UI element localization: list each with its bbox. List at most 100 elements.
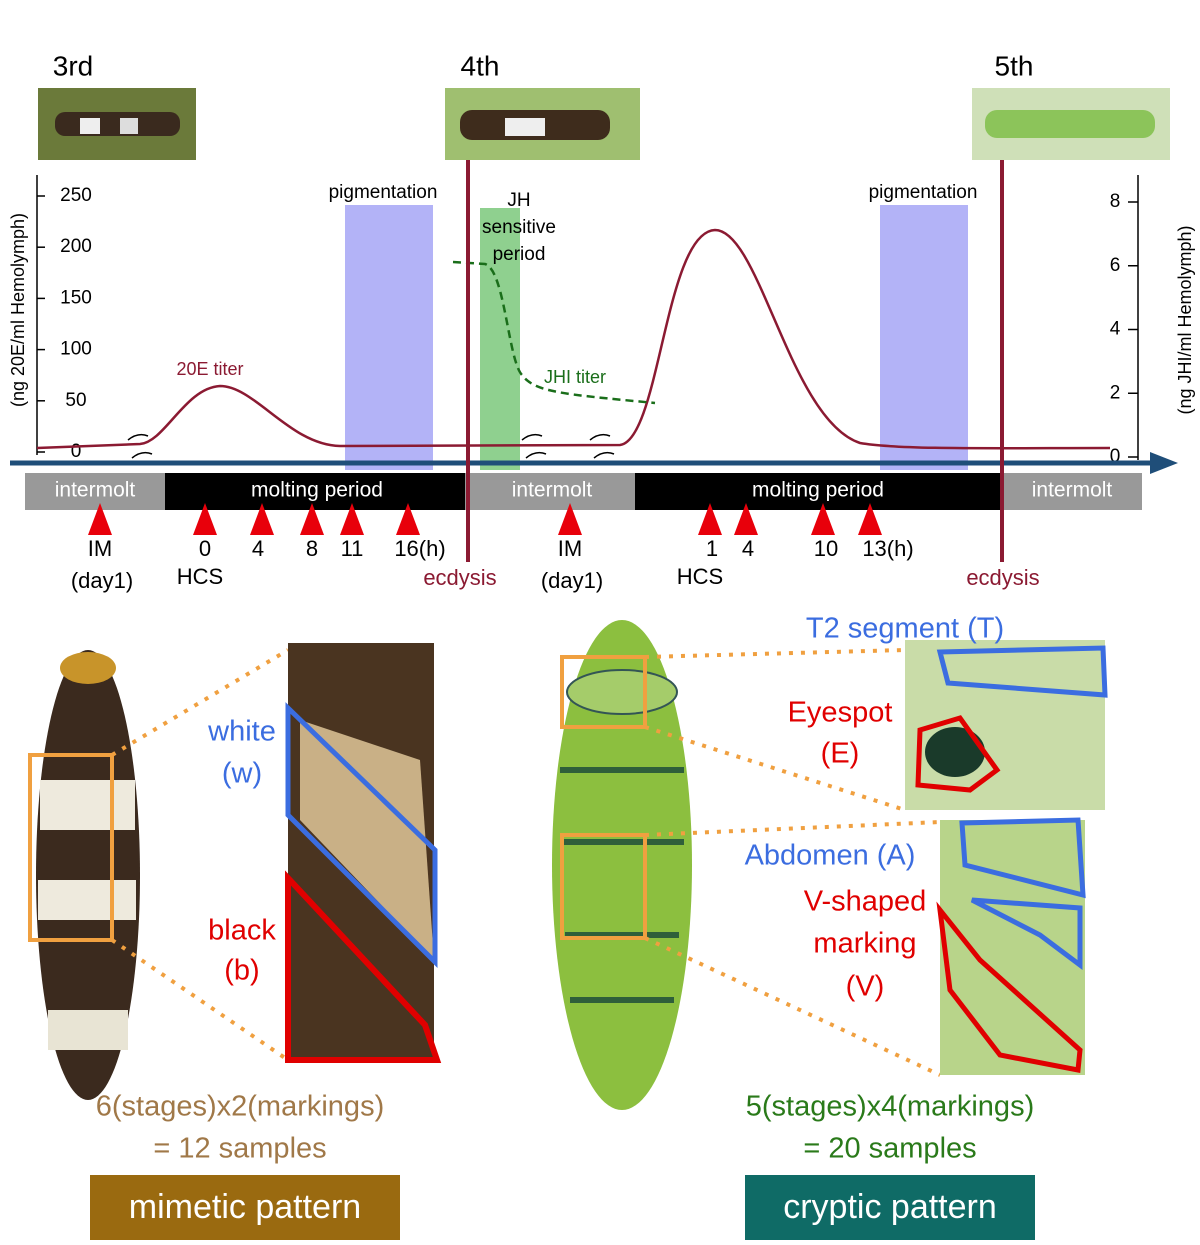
- period-label: pigmentation: [869, 182, 978, 203]
- right-axis-label: (ng JHI/ml Hemolymph): [1175, 225, 1195, 414]
- period-label: sensitive: [482, 217, 556, 238]
- timeline-segment: [465, 473, 635, 510]
- marking-label: white: [207, 716, 276, 748]
- timepoint-label: HCS: [177, 564, 223, 589]
- timeline-segment: [165, 473, 465, 510]
- timeline-label: molting period: [251, 479, 383, 502]
- y2-tick-label: 4: [1110, 319, 1121, 340]
- timepoint-marker: [88, 503, 112, 535]
- y-tick-label: 150: [60, 287, 92, 308]
- timepoint-marker: [811, 503, 835, 535]
- sample-count: = 20 samples: [803, 1133, 976, 1165]
- timepoint-label: 8: [306, 536, 318, 561]
- white-region: [285, 702, 438, 969]
- timepoint-label: 4: [252, 536, 264, 561]
- y-tick-label: 100: [60, 339, 92, 360]
- left-axis-label: (ng 20E/ml Hemolymph): [8, 213, 28, 407]
- timepoint-marker: [300, 503, 324, 535]
- timeline-label: intermolt: [512, 479, 593, 502]
- y2-tick-label: 0: [1110, 446, 1121, 467]
- timepoint-label: HCS: [677, 564, 723, 589]
- cryptic-larva: [552, 620, 692, 1110]
- marking-label: T2 segment (T): [806, 613, 1004, 645]
- pigmentation-period: [880, 205, 968, 470]
- timepoint-marker: [340, 503, 364, 535]
- stage-photos: [38, 88, 1170, 160]
- period-label: JH: [507, 190, 530, 211]
- timepoint-label: (day1): [541, 568, 603, 593]
- timepoint-label: ecdysis: [423, 565, 496, 590]
- stage-label: 5th: [995, 50, 1034, 81]
- mimetic-title-box: [90, 1175, 400, 1240]
- pattern-title: cryptic pattern: [783, 1188, 997, 1226]
- marking-label: Abdomen (A): [745, 840, 916, 872]
- thoracic-region: [936, 645, 1108, 698]
- timepoint-marker: [858, 503, 882, 535]
- timeline-segment: [1000, 473, 1142, 510]
- ticks: 0 50 100 150 200 250 0 2 4 6 8: [37, 185, 1138, 467]
- stage-label: 3rd: [53, 50, 93, 81]
- 20e-curve: [36, 228, 1111, 450]
- abdomen-region: [959, 817, 1086, 899]
- marking-label: (b): [224, 955, 259, 987]
- zoom-box: [28, 753, 114, 942]
- jh-sensitive-period: [480, 208, 520, 470]
- timepoint-marker: [698, 503, 722, 535]
- timepoint-marker: [734, 503, 758, 535]
- timeline-label: intermolt: [55, 479, 136, 502]
- timepoint-marker: [250, 503, 274, 535]
- y-tick-label: 200: [60, 236, 92, 257]
- timeline-label: molting period: [752, 479, 884, 502]
- marking-label: marking: [813, 928, 916, 960]
- abdomen-region: [970, 897, 1083, 970]
- marking-label: (V): [846, 971, 885, 1003]
- curve-label: JHI titer: [544, 367, 606, 387]
- jhi-curve: [452, 260, 656, 405]
- axis-breaks: [127, 433, 615, 459]
- sample-count: 5(stages)x4(markings): [746, 1091, 1034, 1123]
- curve-label: 20E titer: [176, 359, 243, 379]
- timepoint-label: 4: [742, 536, 754, 561]
- timepoint-label: ecdysis: [966, 565, 1039, 590]
- y-tick-label: 0: [71, 441, 82, 462]
- stage-label: 4th: [461, 50, 500, 81]
- marking-label: (E): [821, 738, 860, 770]
- marking-label: black: [208, 915, 276, 947]
- timepoint-label: (day1): [71, 568, 133, 593]
- timepoint-label: 10: [814, 536, 838, 561]
- timepoint-label: 1: [706, 536, 718, 561]
- pigmentation-period: [345, 205, 433, 470]
- y2-tick-label: 2: [1110, 382, 1121, 403]
- pattern-title: mimetic pattern: [129, 1188, 361, 1226]
- v-marking-region: [936, 901, 1083, 1073]
- timeline-segment: [25, 473, 165, 510]
- y-tick-label: 50: [65, 390, 86, 411]
- timeline-label: intermolt: [1032, 479, 1113, 502]
- marking-label: (w): [222, 758, 262, 790]
- y2-tick-label: 8: [1110, 191, 1121, 212]
- marking-label: Eyespot: [788, 697, 893, 729]
- sample-count: = 12 samples: [153, 1133, 326, 1165]
- black-region: [285, 870, 442, 1063]
- timepoint-marker: [193, 503, 217, 535]
- timepoint-label: 0: [199, 536, 211, 561]
- timepoint-marker: [396, 503, 420, 535]
- timeline-segment: [635, 473, 1000, 510]
- y-tick-label: 250: [60, 185, 92, 206]
- zoom-box: [560, 655, 647, 729]
- marking-label: V-shaped: [804, 886, 927, 918]
- eyespot-region: [915, 715, 1001, 793]
- arrow-head: [1150, 452, 1178, 474]
- timepoint-label: IM: [558, 536, 582, 561]
- timepoint-marker: [558, 503, 582, 535]
- timepoint-label: IM: [88, 536, 112, 561]
- timepoint-markers: [88, 503, 882, 535]
- mimetic-larva: [36, 650, 140, 1100]
- period-label: pigmentation: [329, 182, 438, 203]
- y2-tick-label: 6: [1110, 255, 1121, 276]
- sample-count: 6(stages)x2(markings): [96, 1091, 384, 1123]
- cryptic-title-box: [745, 1175, 1035, 1240]
- timepoint-label: 13(h): [862, 536, 913, 561]
- period-label: period: [493, 244, 546, 265]
